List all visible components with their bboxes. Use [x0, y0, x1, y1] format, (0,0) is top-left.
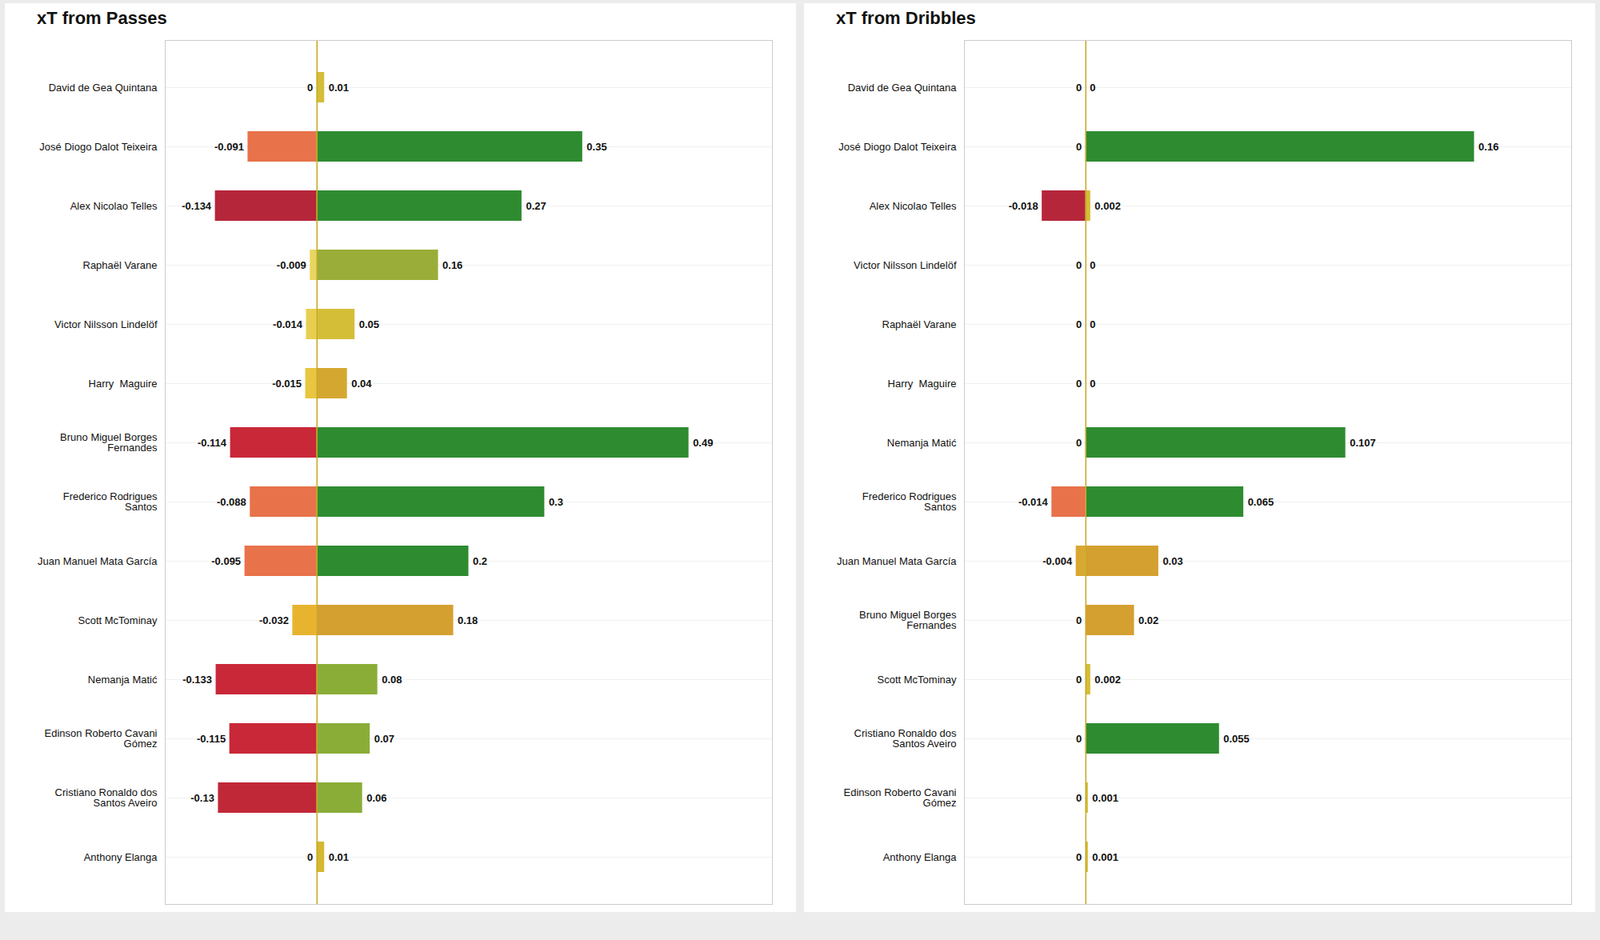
svg-text:-0.133: -0.133: [182, 673, 212, 686]
svg-text:0.3: 0.3: [548, 496, 564, 508]
svg-text:0: 0: [1089, 259, 1096, 272]
svg-text:-0.115: -0.115: [196, 732, 226, 745]
svg-text:0.055: 0.055: [1223, 732, 1250, 745]
svg-text:-0.004: -0.004: [1042, 555, 1073, 568]
svg-text:0.001: 0.001: [1092, 792, 1119, 804]
svg-text:0: 0: [1076, 140, 1082, 153]
svg-text:Victor Nilsson Lindelöf: Victor Nilsson Lindelöf: [54, 318, 158, 331]
svg-text:-0.032: -0.032: [259, 614, 289, 627]
svg-text:0: 0: [1076, 614, 1082, 627]
svg-text:Cristiano Ronaldo dosSantos Av: Cristiano Ronaldo dosSantos Aveiro: [854, 727, 957, 750]
svg-text:0.002: 0.002: [1094, 200, 1121, 212]
svg-text:Edinson Roberto CavaniGómez: Edinson Roberto CavaniGómez: [44, 727, 158, 750]
svg-text:0.07: 0.07: [374, 732, 395, 745]
svg-text:-0.13: -0.13: [190, 792, 215, 804]
svg-text:José Diogo Dalot Teixeira: José Diogo Dalot Teixeira: [838, 140, 957, 153]
svg-text:0.107: 0.107: [1349, 436, 1376, 449]
svg-text:-0.009: -0.009: [276, 259, 307, 272]
svg-text:Anthony Elanga: Anthony Elanga: [883, 851, 958, 864]
svg-text:0: 0: [1076, 377, 1082, 390]
svg-text:Alex Nicolao Telles: Alex Nicolao Telles: [869, 200, 957, 212]
svg-text:José Diogo Dalot Teixeira: José Diogo Dalot Teixeira: [39, 140, 158, 153]
svg-text:0: 0: [1089, 81, 1096, 94]
svg-text:Cristiano Ronaldo dosSantos Av: Cristiano Ronaldo dosSantos Aveiro: [55, 786, 158, 809]
svg-text:-0.134: -0.134: [181, 200, 212, 212]
svg-text:0.01: 0.01: [328, 81, 349, 94]
html-text:xT from Passes: xT from Passes: [36, 8, 167, 28]
svg-text:0.002: 0.002: [1094, 673, 1121, 686]
svg-text:0.18: 0.18: [457, 614, 478, 627]
svg-text:0: 0: [1089, 318, 1096, 331]
svg-text:0.01: 0.01: [328, 851, 349, 864]
svg-text:Bruno Miguel BorgesFernandes: Bruno Miguel BorgesFernandes: [859, 608, 957, 632]
svg-text:0: 0: [1076, 673, 1082, 686]
svg-text:0: 0: [1089, 377, 1096, 390]
svg-text:0: 0: [1076, 259, 1082, 272]
svg-text:-0.015: -0.015: [272, 377, 302, 390]
svg-text:0.06: 0.06: [366, 792, 387, 804]
svg-text:0.2: 0.2: [472, 555, 488, 568]
html-text:xT from Dribbles: xT from Dribbles: [836, 8, 976, 28]
svg-text:0: 0: [1076, 851, 1082, 864]
svg-text:-0.018: -0.018: [1008, 200, 1039, 212]
svg-text:Bruno Miguel BorgesFernandes: Bruno Miguel BorgesFernandes: [60, 431, 158, 454]
svg-text:Nemanja Matić: Nemanja Matić: [88, 673, 158, 686]
svg-text:Frederico RodriguesSantos: Frederico RodriguesSantos: [63, 490, 158, 513]
svg-text:-0.088: -0.088: [216, 496, 247, 508]
svg-text:Alex Nicolao Telles: Alex Nicolao Telles: [70, 200, 158, 212]
svg-text:0.16: 0.16: [442, 259, 463, 272]
svg-text:Frederico RodriguesSantos: Frederico RodriguesSantos: [862, 490, 957, 513]
svg-text:0: 0: [1076, 436, 1082, 449]
svg-text:Scott McTominay: Scott McTominay: [78, 614, 158, 627]
svg-text:0: 0: [1076, 732, 1082, 745]
svg-text:Juan Manuel Mata García: Juan Manuel Mata García: [37, 555, 158, 568]
svg-text:-0.014: -0.014: [272, 318, 304, 331]
svg-text:0.27: 0.27: [525, 200, 546, 212]
svg-text:Raphaël Varane: Raphaël Varane: [882, 318, 957, 331]
svg-text:0: 0: [1076, 792, 1082, 804]
svg-text:0.35: 0.35: [586, 140, 607, 153]
svg-text:0.16: 0.16: [1478, 140, 1499, 153]
svg-text:-0.114: -0.114: [197, 436, 228, 449]
svg-text:Harry Maguire: Harry Maguire: [88, 377, 158, 390]
svg-text:0.05: 0.05: [359, 318, 380, 331]
svg-text:Victor Nilsson Lindelöf: Victor Nilsson Lindelöf: [853, 259, 957, 272]
svg-text:Harry Maguire: Harry Maguire: [888, 377, 957, 390]
svg-text:0.001: 0.001: [1092, 851, 1119, 864]
svg-text:Nemanja Matić: Nemanja Matić: [887, 436, 957, 449]
svg-text:-0.091: -0.091: [214, 140, 244, 153]
svg-text:-0.095: -0.095: [211, 555, 241, 568]
svg-text:0: 0: [1076, 81, 1082, 94]
svg-text:Anthony Elanga: Anthony Elanga: [84, 851, 159, 864]
svg-text:0.02: 0.02: [1138, 614, 1159, 627]
svg-text:0.065: 0.065: [1248, 496, 1275, 508]
svg-text:Raphaël Varane: Raphaël Varane: [83, 259, 158, 272]
svg-text:0: 0: [307, 851, 313, 864]
svg-text:-0.014: -0.014: [1018, 496, 1049, 508]
svg-text:Juan Manuel Mata García: Juan Manuel Mata García: [836, 555, 957, 568]
svg-text:0: 0: [307, 81, 313, 94]
svg-text:0.03: 0.03: [1162, 555, 1183, 568]
svg-text:Edinson Roberto CavaniGómez: Edinson Roberto CavaniGómez: [844, 786, 957, 809]
svg-text:0: 0: [1076, 318, 1082, 331]
svg-text:Scott McTominay: Scott McTominay: [877, 673, 957, 686]
svg-text:David de Gea Quintana: David de Gea Quintana: [848, 81, 958, 94]
svg-text:David de Gea Quintana: David de Gea Quintana: [48, 81, 159, 94]
svg-text:0.08: 0.08: [381, 673, 402, 686]
svg-text:0.04: 0.04: [351, 377, 372, 390]
svg-text:0.49: 0.49: [692, 436, 713, 449]
